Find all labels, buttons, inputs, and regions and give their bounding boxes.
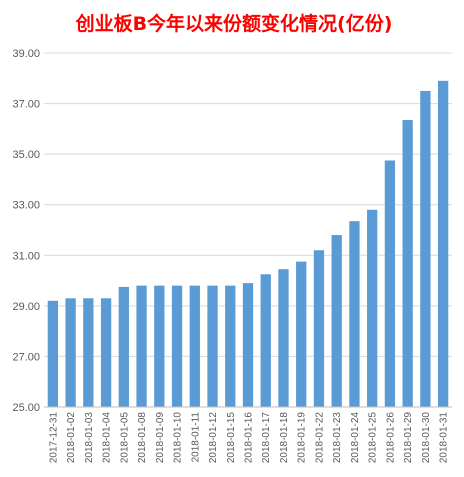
bar-2018-01-23	[331, 235, 342, 407]
bar-2018-01-30	[420, 90, 431, 407]
bar-2018-01-17	[260, 274, 271, 407]
x-tick-label: 2017-12-31	[48, 412, 59, 464]
x-tick-label: 2018-01-17	[261, 412, 272, 464]
bar-2018-01-12	[207, 285, 218, 407]
x-tick-label: 2018-01-04	[102, 412, 113, 464]
bar-2018-01-04	[100, 298, 112, 407]
x-tick-label: 2018-01-05	[119, 412, 130, 464]
y-axis-ticks: 25.00 27.00 29.00 31.00 33.00 35.00 37.00 39.00	[12, 48, 40, 414]
x-tick-label: 2018-01-16	[244, 412, 255, 464]
bar-2018-01-25	[367, 209, 378, 407]
x-axis-ticks: 2017-12-31 2018-01-02 2018-01-03 2018-01-04…	[48, 412, 449, 464]
bar-2017-12-31	[47, 300, 59, 407]
y-tick-label: 29.00	[12, 301, 40, 313]
bars	[47, 80, 449, 408]
x-tick-label: 2018-01-29	[403, 412, 414, 464]
y-tick-label: 35.00	[12, 149, 40, 161]
bar-2018-01-16	[242, 283, 254, 407]
bar-2018-01-09	[154, 285, 165, 407]
bar-2018-01-10	[171, 285, 183, 407]
bar-2018-01-05	[118, 286, 129, 407]
y-tick-label: 33.00	[12, 200, 40, 212]
bar-2018-01-19	[296, 261, 307, 407]
y-tick-label: 39.00	[12, 48, 40, 60]
x-tick-label: 2018-01-26	[385, 412, 396, 464]
bar-2018-01-03	[83, 298, 94, 407]
x-tick-label: 2018-01-03	[84, 412, 95, 464]
chart-title: 创业板B今年以来份额变化情况(亿份)	[75, 12, 393, 35]
x-tick-label: 2018-01-31	[439, 412, 450, 464]
x-tick-label: 2018-01-15	[226, 412, 237, 464]
x-tick-label: 2018-01-18	[279, 412, 290, 464]
x-tick-label: 2018-01-23	[332, 412, 343, 464]
x-tick-label: 2018-01-30	[421, 412, 432, 464]
bar-2018-01-18	[278, 269, 289, 407]
x-tick-label: 2018-01-22	[314, 412, 325, 464]
bar-2018-01-08	[136, 285, 147, 407]
y-tick-label: 27.00	[12, 351, 40, 363]
x-tick-label: 2018-01-09	[155, 412, 166, 464]
y-tick-label: 25.00	[12, 402, 40, 414]
bar-2018-01-11	[189, 285, 200, 407]
bar-2018-01-24	[349, 221, 360, 407]
bar-2018-01-31	[437, 80, 449, 408]
x-tick-label: 2018-01-24	[350, 412, 361, 464]
bar-2018-01-22	[313, 250, 325, 407]
bar-2018-01-15	[225, 285, 236, 407]
x-tick-label: 2018-01-02	[66, 412, 77, 464]
bar-2018-01-02	[65, 298, 76, 407]
bar-2018-01-29	[402, 120, 413, 407]
x-tick-label: 2018-01-08	[137, 412, 148, 464]
x-tick-label: 2018-01-12	[208, 412, 219, 464]
y-tick-label: 37.00	[12, 99, 40, 111]
x-tick-label: 2018-01-19	[297, 412, 308, 464]
bar-2018-01-26	[384, 160, 396, 407]
x-tick-label: 2018-01-11	[190, 412, 201, 463]
x-tick-label: 2018-01-10	[173, 412, 184, 464]
y-tick-label: 31.00	[12, 250, 40, 262]
x-tick-label: 2018-01-25	[368, 412, 379, 464]
